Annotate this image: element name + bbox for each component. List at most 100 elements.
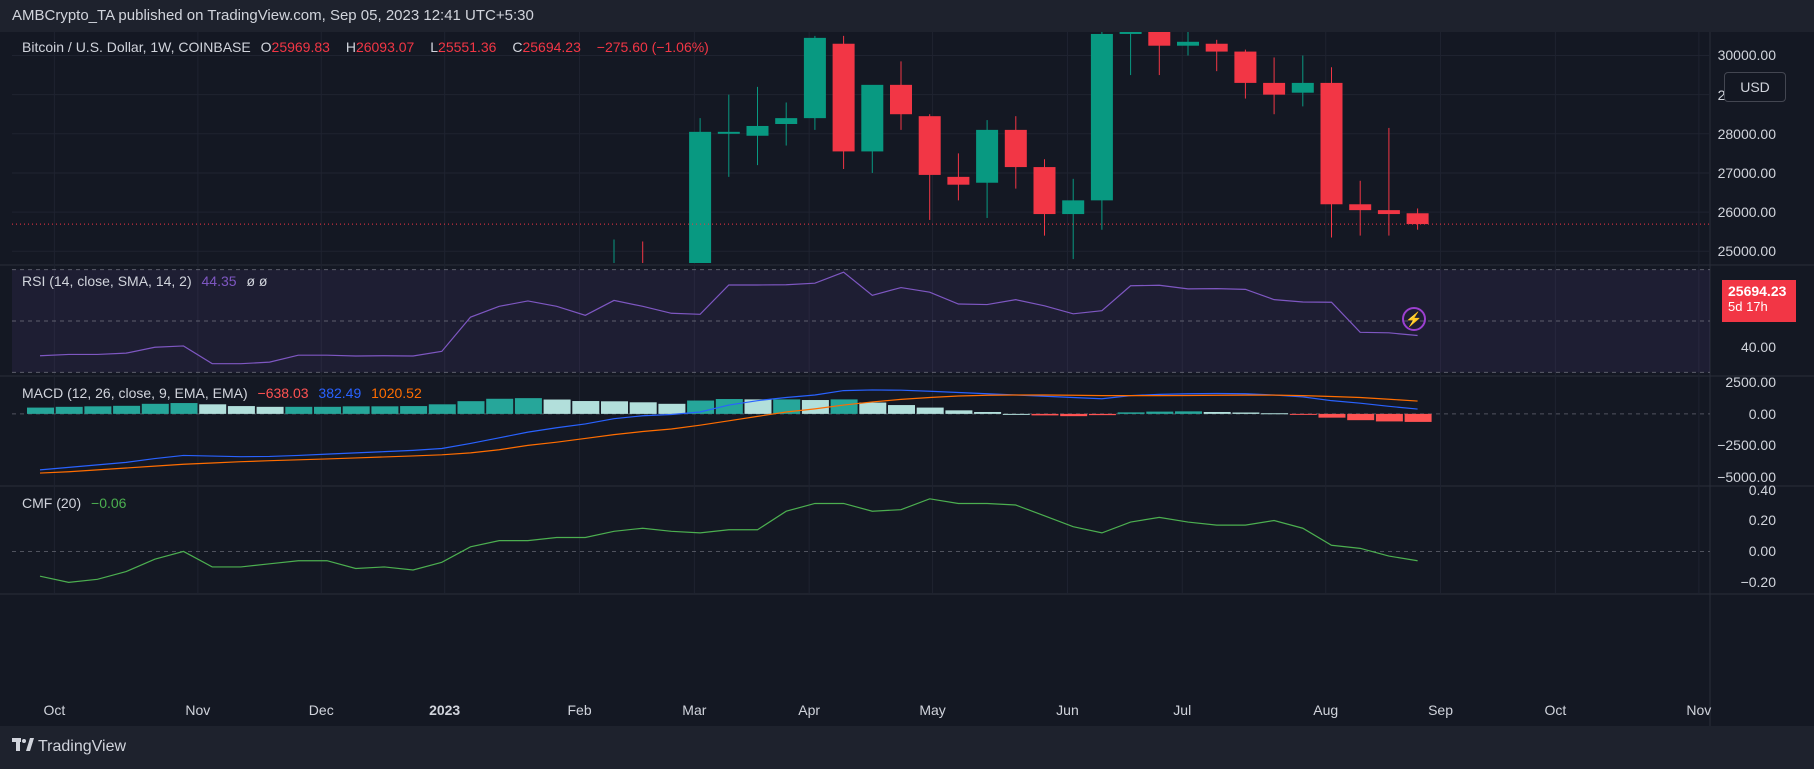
macd-histogram-bar — [658, 403, 686, 414]
last-price: 25694.23 — [1728, 283, 1787, 299]
candle-body — [1090, 33, 1113, 201]
macd-histogram-bar — [859, 402, 887, 414]
candle-body — [1234, 51, 1257, 83]
macd-title[interactable]: MACD (12, 26, close, 9, EMA, EMA) — [22, 385, 248, 401]
time-tick-label: Aug — [1313, 702, 1339, 718]
rsi-tick-label: 40.00 — [1740, 338, 1776, 355]
macd-histogram-bar — [1232, 412, 1260, 414]
macd-legend: MACD (12, 26, close, 9, EMA, EMA) −638.0… — [22, 385, 428, 401]
macd-histogram-bar — [1175, 411, 1202, 414]
candle-body — [689, 131, 712, 263]
tradingview-logo-icon — [12, 738, 34, 751]
macd-histogram-bar — [170, 403, 198, 414]
chart-canvas[interactable] — [0, 32, 1814, 726]
price-tick-label: 27000.00 — [1717, 164, 1776, 181]
candle-body — [976, 129, 999, 183]
macd-histogram-bar — [314, 406, 341, 414]
macd-histogram-bar — [715, 399, 743, 414]
macd-tick-label: −5000.00 — [1717, 468, 1776, 485]
macd-histogram-bar — [1002, 413, 1030, 415]
time-tick-label: May — [919, 702, 946, 718]
bar-countdown: 5d 17h — [1728, 299, 1768, 314]
candle-body — [1291, 82, 1314, 93]
close-value: 25694.23 — [522, 39, 581, 55]
lightning-icon[interactable]: ⚡ — [1402, 307, 1426, 331]
high-label: H — [345, 39, 356, 55]
last-price-tag: 25694.23 5d 17h — [1722, 280, 1796, 322]
candle-body — [1320, 82, 1343, 205]
macd-histogram-bar — [1289, 413, 1317, 415]
macd-histogram-bar — [256, 406, 284, 414]
macd-tick-label: 2500.00 — [1725, 374, 1776, 391]
macd-histogram-bar — [400, 406, 428, 414]
time-tick-label: Sep — [1428, 702, 1454, 718]
macd-histogram-bar — [1088, 413, 1116, 416]
cmf-line — [39, 498, 1418, 584]
price-tick-label: 28000.00 — [1717, 125, 1776, 142]
candle-body — [1033, 167, 1056, 215]
rsi-value: 44.35 — [201, 273, 237, 289]
macd-histogram-bar — [974, 411, 1002, 414]
candle-body — [861, 84, 884, 152]
time-tick-label: Nov — [1686, 702, 1712, 718]
macd-histogram-bar — [428, 404, 456, 414]
cmf-tick-label: 0.40 — [1748, 481, 1776, 498]
price-tick-label: 26000.00 — [1717, 204, 1776, 221]
macd-histogram-bar — [27, 407, 54, 414]
time-tick-label: Apr — [798, 702, 821, 718]
candle-body — [832, 43, 855, 152]
time-tick-label: Mar — [682, 702, 707, 718]
macd-tick-label: 0.00 — [1748, 405, 1776, 422]
macd-histogram-bar — [1375, 413, 1403, 422]
candle-body — [1177, 41, 1199, 46]
candle-body — [775, 118, 798, 125]
macd-histogram-bar — [1117, 412, 1145, 414]
cmf-tick-label: 0.20 — [1748, 512, 1776, 529]
macd-histogram-bar — [371, 406, 399, 414]
macd-histogram-bar — [572, 401, 600, 414]
macd-histogram-bar — [113, 405, 141, 414]
symbol-label[interactable]: Bitcoin / U.S. Dollar, 1W, COINBASE — [22, 39, 251, 55]
macd-histogram-bar — [888, 405, 915, 414]
time-tick-label: Oct — [1544, 702, 1567, 718]
macd-tick-label: −2500.00 — [1717, 437, 1776, 454]
time-tick-label: Jun — [1056, 702, 1079, 718]
currency-button[interactable]: USD — [1724, 72, 1786, 102]
candle-body — [1263, 82, 1286, 95]
candle-body — [1406, 213, 1429, 225]
cmf-value: −0.06 — [91, 495, 127, 511]
cmf-tick-label: 0.00 — [1748, 543, 1776, 560]
low-label: L — [430, 39, 439, 55]
tradingview-footer: TradingView — [12, 738, 126, 756]
macd-histogram-bar — [141, 403, 169, 414]
close-label: C — [512, 39, 523, 55]
candle-body — [918, 116, 941, 175]
time-tick-label: Dec — [308, 702, 334, 718]
macd-histogram-bar — [1318, 413, 1346, 418]
footer-brand: TradingView — [38, 738, 127, 755]
macd-signal-line — [39, 394, 1418, 474]
macd-histogram-bar — [543, 399, 571, 414]
rsi-title[interactable]: RSI (14, close, SMA, 14, 2) — [22, 273, 192, 289]
open-value: 25969.83 — [271, 39, 330, 55]
rsi-line — [39, 271, 1418, 365]
time-tick-label: Feb — [567, 702, 592, 718]
price-tick-label: 25000.00 — [1717, 243, 1776, 260]
cmf-title[interactable]: CMF (20) — [22, 495, 82, 511]
macd-histogram-bar — [830, 399, 858, 414]
time-tick-label: Nov — [185, 702, 211, 718]
macd-histogram-bar — [227, 406, 255, 414]
chart-frame[interactable]: Bitcoin / U.S. Dollar, 1W, COINBASE O259… — [0, 32, 1814, 726]
macd-histogram-bar — [1146, 411, 1174, 414]
open-label: O — [260, 39, 272, 55]
cmf-legend: CMF (20) −0.06 — [22, 495, 132, 511]
macd-histogram-bar — [457, 401, 485, 414]
macd-histogram-bar — [1031, 413, 1059, 416]
macd-signal-value: 1020.52 — [371, 385, 422, 401]
macd-histogram-bar — [773, 399, 801, 414]
macd-histogram-bar — [916, 407, 944, 414]
main-legend: Bitcoin / U.S. Dollar, 1W, COINBASE O259… — [22, 39, 715, 55]
price-tick-label: 30000.00 — [1717, 47, 1776, 64]
time-tick-label: Jul — [1173, 702, 1192, 718]
low-value: 25551.36 — [438, 39, 497, 55]
